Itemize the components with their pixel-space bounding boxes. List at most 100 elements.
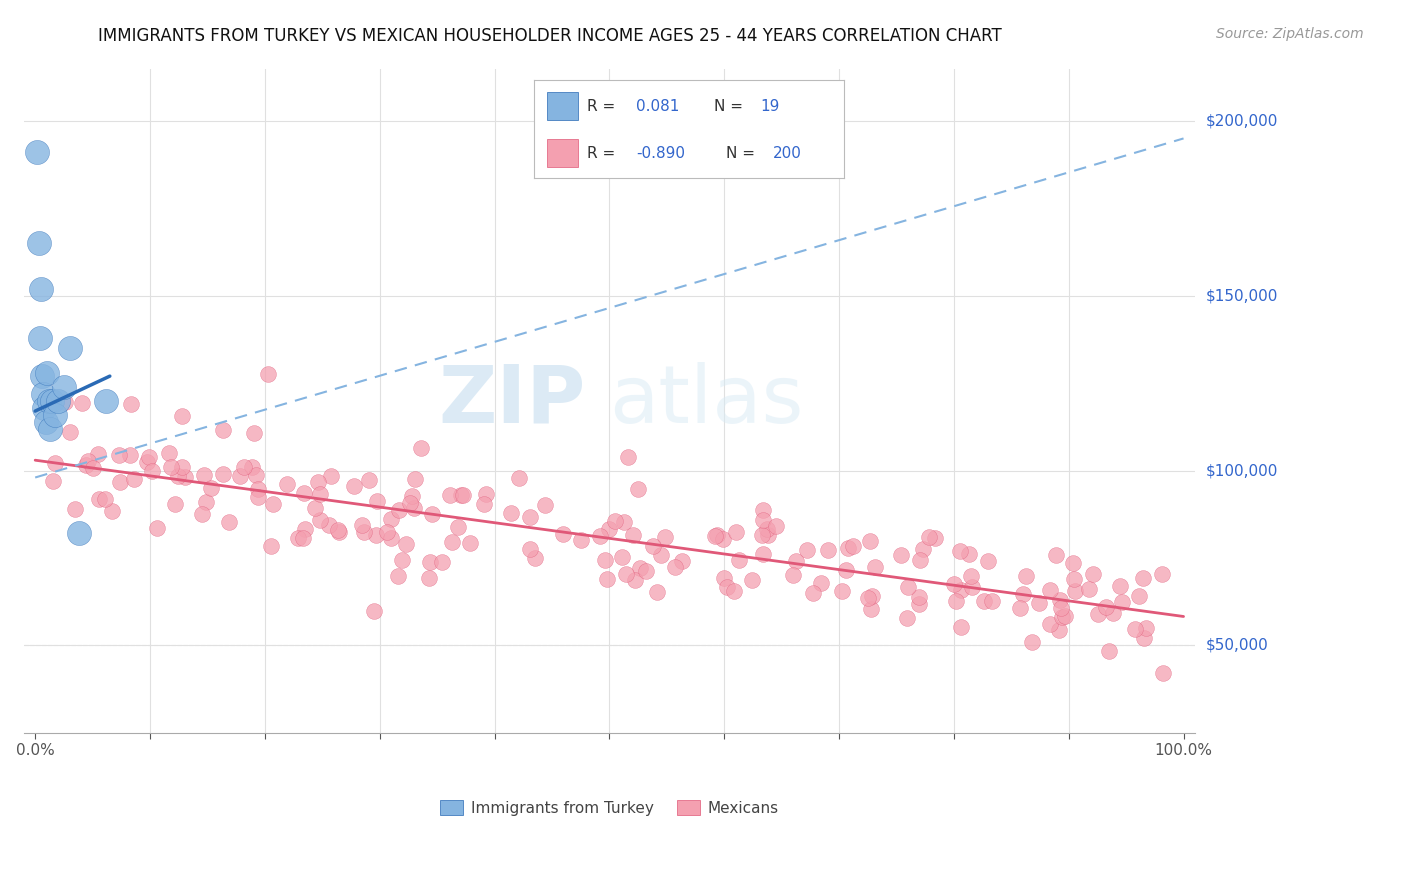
Point — [896, 611, 918, 625]
Point — [1021, 635, 1043, 649]
Bar — [547, 139, 578, 167]
Point — [409, 441, 432, 455]
Point — [107, 448, 129, 462]
Point — [1063, 572, 1085, 586]
Point — [977, 554, 1000, 568]
Point — [353, 524, 375, 539]
Point — [912, 542, 935, 557]
Point — [524, 551, 547, 566]
Point — [837, 541, 859, 555]
Point — [59, 425, 82, 439]
Point — [309, 513, 332, 527]
Point — [704, 529, 727, 543]
Point — [27, 145, 49, 160]
Point — [44, 456, 66, 470]
Point — [945, 593, 967, 607]
Point — [39, 421, 62, 435]
Point — [1062, 556, 1084, 570]
Point — [860, 590, 883, 604]
Point — [908, 553, 931, 567]
Point — [59, 341, 82, 355]
Text: R =: R = — [586, 146, 614, 161]
Point — [246, 482, 269, 496]
Point — [627, 482, 650, 496]
Point — [38, 393, 60, 408]
Point — [949, 543, 972, 558]
Point — [195, 494, 218, 508]
Point — [262, 497, 284, 511]
Point — [1109, 579, 1132, 593]
Point — [141, 465, 163, 479]
Point — [34, 401, 56, 415]
Point — [765, 519, 787, 533]
Point — [218, 515, 240, 529]
Point — [751, 528, 773, 542]
Text: IMMIGRANTS FROM TURKEY VS MEXICAN HOUSEHOLDER INCOME AGES 25 - 44 YEARS CORRELAT: IMMIGRANTS FROM TURKEY VS MEXICAN HOUSEH… — [98, 27, 1002, 45]
Point — [291, 531, 314, 545]
Point — [551, 526, 574, 541]
Point — [1111, 595, 1133, 609]
Text: R =: R = — [586, 99, 614, 114]
Point — [1132, 631, 1154, 645]
Point — [756, 528, 779, 542]
Point — [166, 468, 188, 483]
Point — [120, 448, 142, 462]
Point — [89, 491, 111, 506]
Point — [422, 508, 444, 522]
Point — [41, 393, 63, 408]
Point — [1028, 596, 1050, 610]
Point — [380, 512, 402, 526]
Point — [613, 515, 636, 529]
Point — [318, 518, 340, 533]
Point — [533, 498, 555, 512]
Text: $150,000: $150,000 — [1206, 288, 1278, 303]
Point — [375, 525, 398, 540]
Point — [641, 539, 664, 553]
Point — [943, 577, 966, 591]
Point — [605, 515, 627, 529]
Point — [1081, 567, 1104, 582]
Point — [388, 503, 411, 517]
Point — [1015, 568, 1038, 582]
Point — [1010, 600, 1032, 615]
Point — [160, 460, 183, 475]
Point — [364, 528, 387, 542]
Point — [472, 497, 495, 511]
Point — [418, 571, 440, 585]
Point — [135, 455, 157, 469]
Text: $200,000: $200,000 — [1206, 113, 1278, 128]
Point — [949, 620, 972, 634]
Point — [450, 487, 472, 501]
Point — [1102, 606, 1125, 620]
Point — [960, 569, 983, 583]
Point — [645, 585, 668, 599]
Point — [380, 531, 402, 545]
Point — [398, 496, 420, 510]
Point — [157, 445, 180, 459]
Point — [650, 548, 672, 562]
Point — [1039, 617, 1062, 632]
Point — [897, 580, 920, 594]
Point — [1064, 583, 1087, 598]
Point — [1087, 607, 1109, 621]
Point — [328, 523, 350, 537]
Point — [727, 553, 749, 567]
Point — [817, 543, 839, 558]
Point — [596, 572, 619, 586]
Point — [741, 573, 763, 587]
Point — [240, 459, 263, 474]
Point — [32, 386, 55, 401]
Point — [357, 473, 380, 487]
Point — [475, 487, 498, 501]
Point — [146, 520, 169, 534]
Point — [228, 468, 250, 483]
Point — [1123, 623, 1146, 637]
Point — [31, 369, 53, 384]
Point — [856, 591, 879, 605]
Point — [138, 450, 160, 465]
Point — [890, 548, 912, 562]
Point — [1078, 582, 1101, 596]
Point — [246, 491, 269, 505]
Point — [366, 493, 388, 508]
Point — [835, 563, 858, 577]
